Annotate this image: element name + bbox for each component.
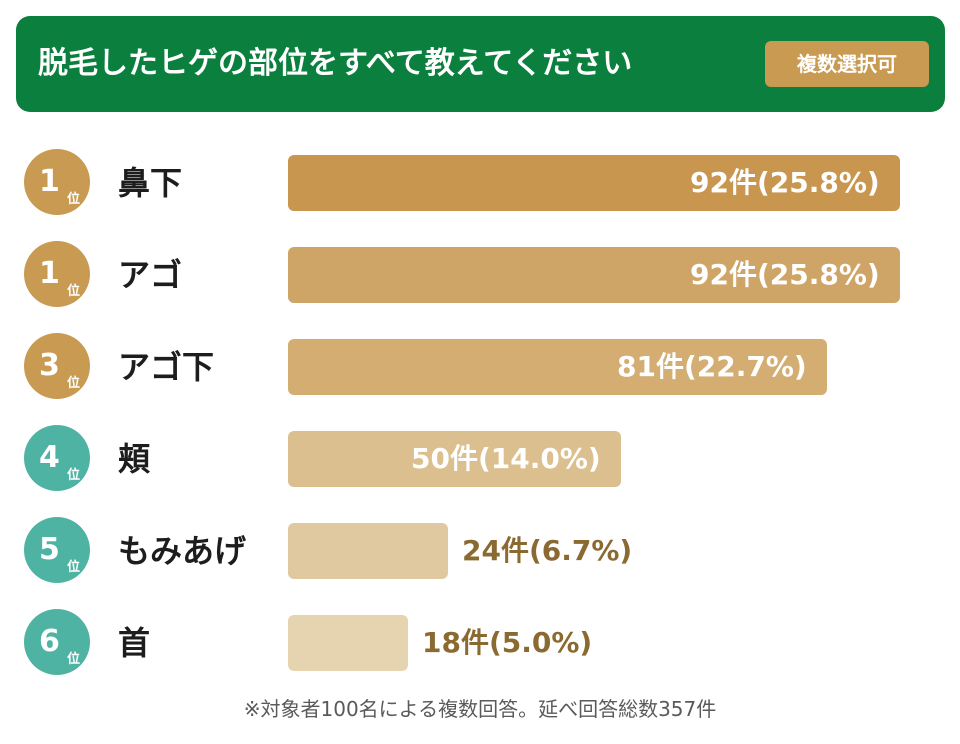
rank-suffix: 位: [67, 560, 81, 575]
category-label: 頬: [118, 440, 151, 478]
chart-row: 3 位アゴ下 81件(22.7%): [0, 327, 960, 407]
bar-value-label: 50件(14.0%): [411, 442, 601, 475]
rank-suffix: 位: [67, 284, 81, 299]
header-banner: 脱毛したヒゲの部位をすべて教えてください 複数選択可: [16, 16, 945, 112]
bar-value-label: 92件(25.8%): [690, 166, 880, 199]
chart-row: 6 位首 18件(5.0%): [0, 603, 960, 683]
rank-number: 1: [39, 256, 60, 291]
category-label: アゴ下: [118, 348, 215, 386]
bar-value-label: 18件(5.0%): [422, 626, 593, 659]
rank-suffix: 位: [67, 652, 81, 667]
bar: [288, 431, 621, 487]
question-title: 脱毛したヒゲの部位をすべて教えてください: [38, 46, 633, 81]
bar-value-label: 24件(6.7%): [462, 534, 633, 567]
rank-number: 3: [39, 348, 60, 383]
rank-suffix: 位: [67, 376, 81, 391]
rank-number: 1: [39, 164, 60, 199]
category-label: アゴ: [118, 256, 183, 294]
chart-row: 1 位アゴ 92件(25.8%): [0, 235, 960, 315]
bar: [288, 615, 408, 671]
footnote: ※対象者100名による複数回答。延べ回答総数357件: [243, 697, 717, 721]
category-label: 鼻下: [118, 164, 183, 202]
category-label: もみあげ: [118, 532, 247, 570]
chart-row: 5 位もみあげ 24件(6.7%): [0, 511, 960, 591]
bar-value-label: 81件(22.7%): [617, 350, 807, 383]
rank-number: 4: [39, 440, 60, 475]
rank-suffix: 位: [67, 468, 81, 483]
bar-value-label: 92件(25.8%): [690, 258, 880, 291]
rank-number: 5: [39, 532, 60, 567]
rank-suffix: 位: [67, 192, 81, 207]
multiple-choice-badge: 複数選択可: [765, 41, 929, 87]
bar: [288, 339, 827, 395]
chart-row: 1 位鼻下 92件(25.8%): [0, 143, 960, 223]
category-label: 首: [118, 624, 151, 662]
chart-row: 4 位頬 50件(14.0%): [0, 419, 960, 499]
bar: [288, 523, 448, 579]
bar: [288, 155, 900, 211]
bar: [288, 247, 900, 303]
rank-number: 6: [39, 624, 60, 659]
